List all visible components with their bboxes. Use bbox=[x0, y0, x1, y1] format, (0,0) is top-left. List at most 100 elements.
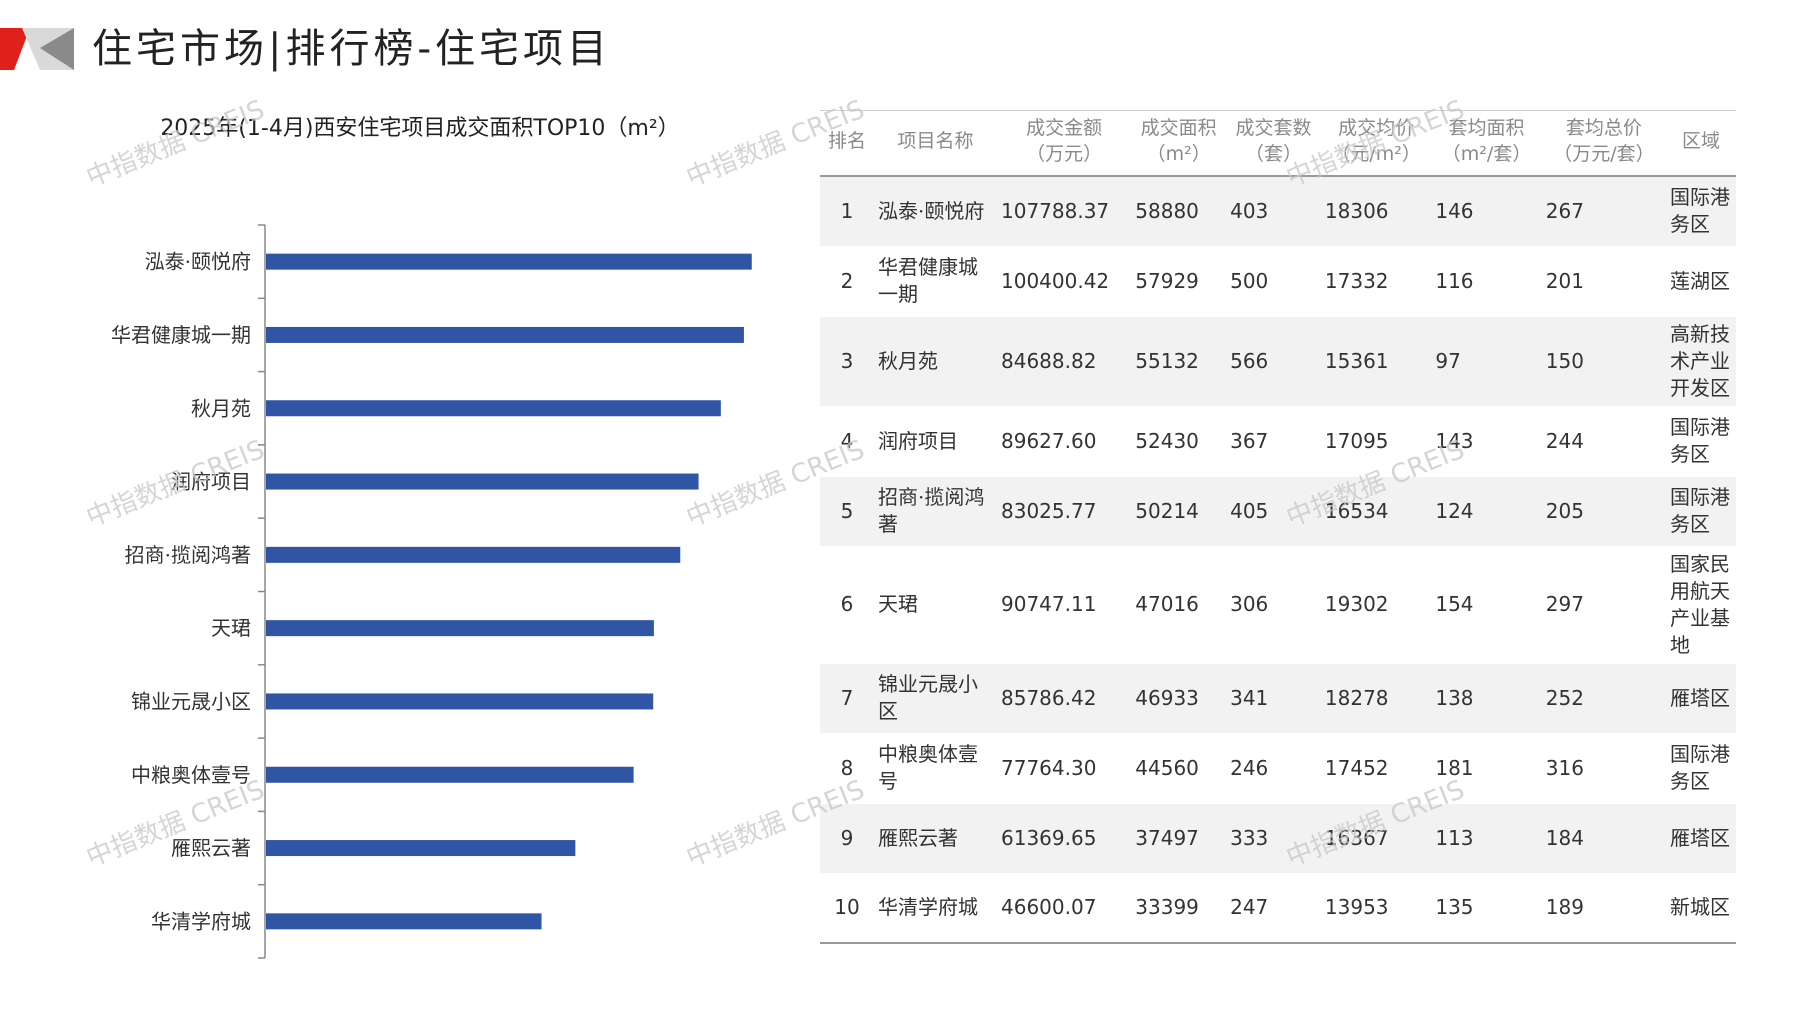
table-cell-name: 招商·揽阅鸿著 bbox=[874, 476, 997, 547]
brand-logo-icon bbox=[0, 28, 74, 70]
bar bbox=[266, 253, 752, 270]
table-cell-avg-area: 181 bbox=[1431, 733, 1542, 804]
category-label: 润府项目 bbox=[171, 470, 251, 494]
table-cell-rank: 4 bbox=[820, 406, 874, 477]
chart-title: 2025年(1-4月)西安住宅项目成交面积TOP10（m²） bbox=[160, 116, 680, 141]
table-cell-units: 306 bbox=[1226, 546, 1321, 664]
table-cell-avg-total: 201 bbox=[1541, 246, 1666, 317]
bar bbox=[266, 400, 721, 417]
table-cell-district: 国家民用航天产业基地 bbox=[1666, 546, 1736, 664]
table-cell-amount: 83025.77 bbox=[997, 476, 1132, 547]
table-row: 7 锦业元晟小区 85786.42 46933 341 18278 138 252 雁塔区 bbox=[820, 663, 1736, 734]
table-row: 8 中粮奥体壹号 77764.30 44560 246 17452 181 316 国际港务区 bbox=[820, 733, 1736, 804]
header-unit: （套） bbox=[1244, 143, 1302, 165]
header-label: 成交面积 bbox=[1140, 117, 1217, 139]
category-label: 招商·揽阅鸿著 bbox=[125, 543, 251, 567]
table-cell-district: 新城区 bbox=[1666, 873, 1736, 944]
table-cell-district: 国际港务区 bbox=[1666, 733, 1736, 804]
table-cell-amount: 46600.07 bbox=[997, 873, 1132, 944]
table-cell-units: 246 bbox=[1226, 733, 1321, 804]
table-cell-amount: 89627.60 bbox=[997, 406, 1132, 477]
table-header-cell: 成交均价 （元/m²） bbox=[1320, 110, 1432, 177]
table-cell-price: 15361 bbox=[1320, 316, 1432, 407]
table-cell-avg-area: 146 bbox=[1431, 176, 1542, 247]
table-cell-name: 秋月苑 bbox=[874, 316, 997, 407]
table-cell-avg-total: 205 bbox=[1541, 476, 1666, 547]
table-header-cell: 项目名称 bbox=[874, 110, 997, 177]
category-label: 华君健康城一期 bbox=[111, 323, 251, 347]
table-cell-rank: 2 bbox=[820, 246, 874, 317]
table-cell-amount: 84688.82 bbox=[997, 316, 1132, 407]
table-header-cell: 套均面积 （m²/套） bbox=[1431, 110, 1542, 177]
table-cell-avg-total: 244 bbox=[1541, 406, 1666, 477]
table-cell-avg-area: 143 bbox=[1431, 406, 1542, 477]
table-cell-area: 46933 bbox=[1131, 663, 1227, 734]
category-label: 秋月苑 bbox=[191, 396, 251, 420]
table-cell-price: 18306 bbox=[1320, 176, 1432, 247]
table-cell-avg-area: 154 bbox=[1431, 546, 1542, 664]
header-unit: （m²/套） bbox=[1441, 143, 1532, 165]
table-row: 4 润府项目 89627.60 52430 367 17095 143 244 国际港务区 bbox=[820, 406, 1736, 477]
table-cell-price: 13953 bbox=[1320, 873, 1432, 944]
header-unit: （m²） bbox=[1146, 143, 1211, 165]
table-header-cell: 区域 bbox=[1666, 110, 1736, 177]
table-cell-rank: 9 bbox=[820, 803, 874, 874]
table-row: 10 华清学府城 46600.07 33399 247 13953 135 189 新城区 bbox=[820, 873, 1736, 944]
header-label: 排名 bbox=[827, 130, 866, 152]
table-cell-amount: 61369.65 bbox=[997, 803, 1132, 874]
table-cell-units: 333 bbox=[1226, 803, 1321, 874]
table-row: 6 天珺 90747.11 47016 306 19302 154 297 国家民用航天产业基地 bbox=[820, 546, 1736, 664]
table-cell-name: 华清学府城 bbox=[874, 873, 997, 944]
table-cell-name: 华君健康城一期 bbox=[874, 246, 997, 317]
header-label: 套均面积 bbox=[1448, 117, 1525, 139]
table-header-cell: 成交金额 （万元） bbox=[997, 110, 1132, 177]
category-label: 华清学府城 bbox=[151, 909, 251, 933]
table-header-cell: 排名 bbox=[820, 110, 874, 177]
table-header-cell: 套均总价 （万元/套） bbox=[1541, 110, 1666, 177]
table-cell-area: 57929 bbox=[1131, 246, 1227, 317]
table-header-row: 排名 项目名称 成交金额 （万元） 成交面积 （m²） 成交套数 （套） 成交均价 （元/m²） 套… bbox=[820, 110, 1736, 177]
table-cell-avg-area: 97 bbox=[1431, 316, 1542, 407]
table-cell-district: 国际港务区 bbox=[1666, 176, 1736, 247]
bar bbox=[266, 766, 634, 783]
table-cell-name: 中粮奥体壹号 bbox=[874, 733, 997, 804]
table-cell-amount: 77764.30 bbox=[997, 733, 1132, 804]
bar bbox=[266, 620, 654, 637]
table-cell-price: 16367 bbox=[1320, 803, 1432, 874]
table-cell-units: 247 bbox=[1226, 873, 1321, 944]
table-header-cell: 成交套数 （套） bbox=[1226, 110, 1321, 177]
table-cell-price: 16534 bbox=[1320, 476, 1432, 547]
table-cell-avg-total: 189 bbox=[1541, 873, 1666, 944]
bar bbox=[266, 473, 699, 490]
table-cell-avg-total: 316 bbox=[1541, 733, 1666, 804]
table-cell-district: 雁塔区 bbox=[1666, 803, 1736, 874]
table-cell-price: 17095 bbox=[1320, 406, 1432, 477]
table-cell-avg-area: 135 bbox=[1431, 873, 1542, 944]
table-cell-avg-total: 297 bbox=[1541, 546, 1666, 664]
table-cell-avg-area: 124 bbox=[1431, 476, 1542, 547]
header-unit: （元/m²） bbox=[1331, 143, 1421, 165]
table-row: 5 招商·揽阅鸿著 83025.77 50214 405 16534 124 205 国际港务区 bbox=[820, 476, 1736, 547]
header-label: 区域 bbox=[1681, 130, 1720, 152]
table-cell-rank: 10 bbox=[820, 873, 874, 944]
table-cell-avg-total: 150 bbox=[1541, 316, 1666, 407]
table-cell-district: 国际港务区 bbox=[1666, 476, 1736, 547]
bar bbox=[266, 693, 654, 710]
table-cell-price: 19302 bbox=[1320, 546, 1432, 664]
table-cell-area: 37497 bbox=[1131, 803, 1227, 874]
table-cell-avg-total: 252 bbox=[1541, 663, 1666, 734]
header-label: 项目名称 bbox=[897, 130, 974, 152]
header-label: 成交套数 bbox=[1235, 117, 1312, 139]
table-cell-area: 58880 bbox=[1131, 176, 1227, 247]
header-label: 成交金额 bbox=[1026, 117, 1103, 139]
table-cell-area: 55132 bbox=[1131, 316, 1227, 407]
table-cell-name: 润府项目 bbox=[874, 406, 997, 477]
table-cell-units: 500 bbox=[1226, 246, 1321, 317]
table-cell-price: 18278 bbox=[1320, 663, 1432, 734]
header-label: 套均总价 bbox=[1565, 117, 1642, 139]
bar bbox=[266, 840, 576, 857]
table-cell-units: 341 bbox=[1226, 663, 1321, 734]
table-row: 3 秋月苑 84688.82 55132 566 15361 97 150 高新技术产业开发区 bbox=[820, 316, 1736, 407]
table-row: 1 泓泰·颐悦府 107788.37 58880 403 18306 146 267 国际港务区 bbox=[820, 176, 1736, 247]
table-cell-units: 403 bbox=[1226, 176, 1321, 247]
